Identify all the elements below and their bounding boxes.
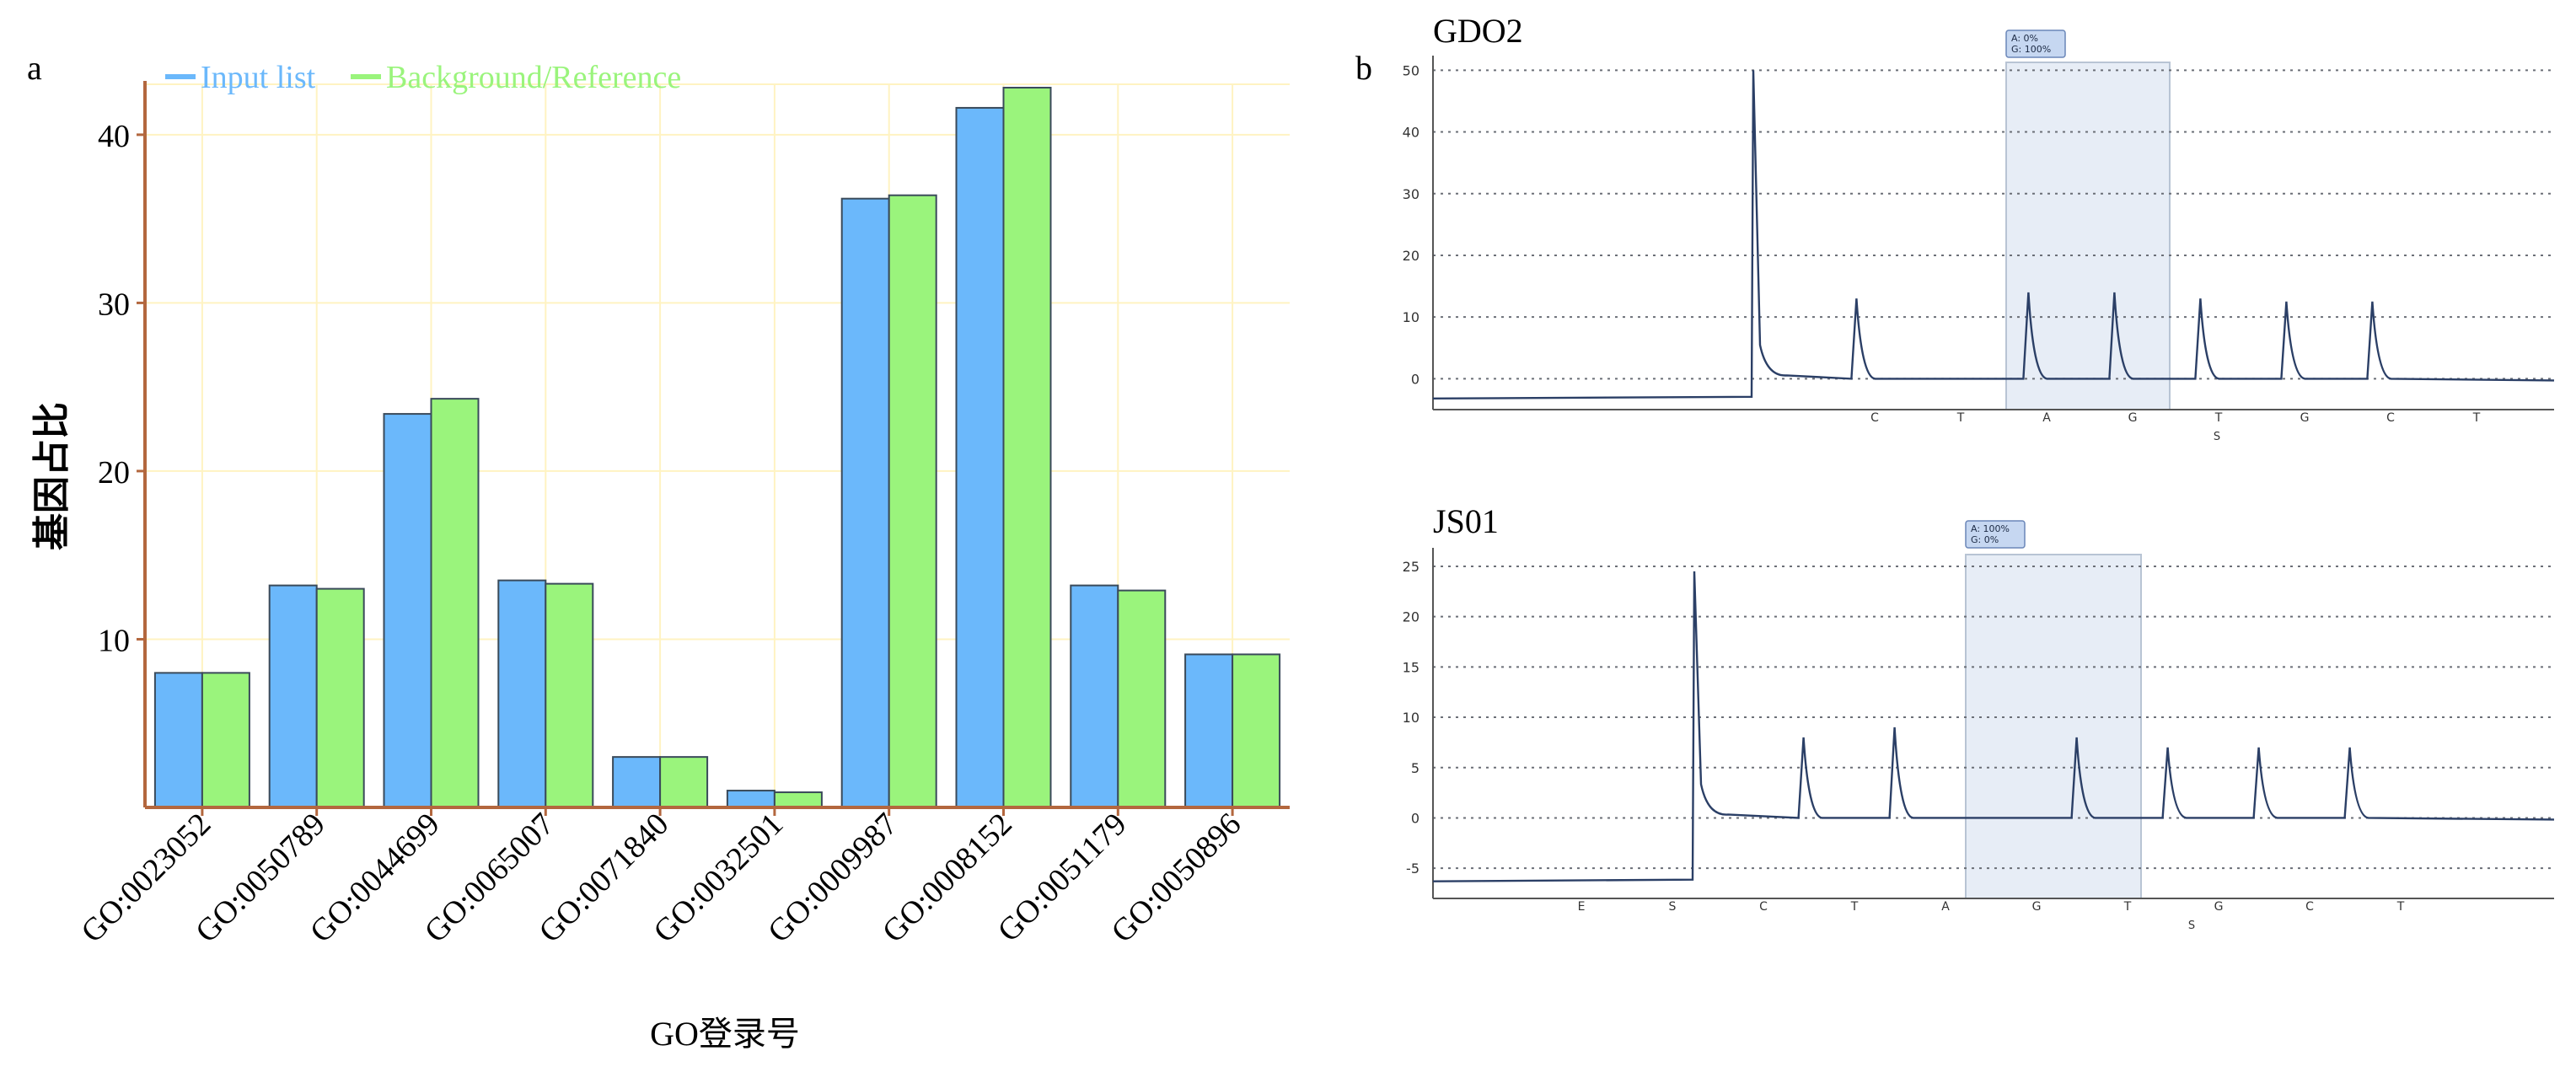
bar-input-list [955,106,1005,809]
legend-input-label: Input list [201,60,316,95]
dispensation-letter: T [1850,900,1859,914]
y-tick-label: 10 [1403,710,1419,726]
bar-background-reference [315,587,365,809]
dispensation-letter: T [2396,900,2405,914]
dispensation-letter: A [1941,900,1950,914]
dispensation-letter: S [1669,900,1677,914]
legend-reference-label: Background/Reference [386,60,681,95]
bar-background-reference [430,398,480,808]
bar-background-reference [1232,653,1281,809]
y-tick-labels: 10 20 30 40 [98,119,130,659]
trace-title-js01: JS01 [1433,502,1499,540]
dispensation-letter: G [2032,900,2042,914]
legend-reference-swatch [351,74,381,79]
bar-background-reference [659,756,709,808]
bar-input-list [612,756,662,808]
trace-title-gdo2: GDO2 [1433,12,1523,50]
dispensation-letter: A [2042,411,2051,425]
pyrogram-trace [1432,70,2555,400]
dispensation-letter: C [2386,411,2395,425]
pyrogram-trace [1432,571,2555,882]
bar-input-list [497,579,547,809]
bar-input-list [383,413,432,808]
dispensation-letter: C [1759,900,1768,914]
dispensation-letter: T [2123,900,2132,914]
allele-percentage-text: G: 0% [1971,534,1999,545]
y-tick-label: 20 [98,455,130,491]
bar-input-list [268,584,318,808]
bar-input-list [726,790,775,808]
y-axis-title: 基因占比 [31,402,72,550]
bar-background-reference [545,582,594,808]
highlight-region [2005,62,2171,410]
y-tick-label: 30 [98,287,130,322]
dispensation-letter: C [1870,411,1879,425]
y-tick-label: 0 [1411,810,1419,826]
bar-background-reference [1002,86,1052,808]
y-tick-label: 10 [98,623,130,658]
bar-background-reference [888,194,937,809]
bar-background-reference [773,791,823,809]
allele-percentage-text: A: 0% [2011,33,2038,44]
dispensation-letter: G [2214,900,2224,914]
dispensation-letter: G [2300,411,2310,425]
bar-input-list [840,197,890,808]
y-tick-label: -5 [1406,861,1419,877]
bar-background-reference [1117,589,1167,808]
legend: Input list Background/Reference [165,60,681,95]
dispensation-letter: T [2472,411,2481,425]
bar-input-list [153,672,203,808]
dispensation-sub-label: S [2214,431,2220,443]
allele-percentage-text: G: 100% [2011,44,2051,55]
y-tick-label: 40 [98,119,130,154]
x-tick-labels: GO:0023052GO:0050789GO:0044699GO:0065007… [74,807,1248,950]
y-tick-label: 50 [1403,62,1419,78]
y-tick-label: 25 [1403,559,1419,575]
panel-a-label: a [27,49,42,87]
y-tick-label: 30 [1403,186,1419,202]
y-tick-label: 0 [1411,371,1419,387]
allele-percentage-box [1965,520,2026,549]
x-axis-title: GO登录号 [650,1015,800,1053]
panel-b-label: b [1355,49,1372,87]
dispensation-letter: C [2305,900,2314,914]
y-tick-label: 15 [1403,659,1419,675]
y-tick-label: 20 [1403,609,1419,625]
bars [153,86,1281,809]
allele-percentage-text: A: 100% [1971,523,2010,534]
legend-input-swatch [165,74,196,79]
highlight-region [1965,554,2142,899]
bar-input-list [1184,653,1234,809]
dispensation-sub-label: S [2188,920,2195,932]
y-tick-label: 10 [1403,309,1419,325]
panel-a-bar-chart: a 10 20 30 40 GO:0023052GO:0050789GO:004469… [27,49,1290,1053]
axes [137,81,1290,816]
allele-percentage-box [2005,29,2066,58]
bar-input-list [1070,584,1119,808]
bar-background-reference [201,672,250,808]
y-tick-label: 40 [1403,125,1419,141]
pyrogram-js01: 25 20 15 10 5 0 -5 E S C T A G T G C T S A: 100%G: 0% [1403,520,2555,932]
y-tick-label: 5 [1411,760,1419,776]
dispensation-letter: G [2128,411,2138,425]
dispensation-letter: T [1956,411,1965,425]
dispensation-letter: T [2214,411,2223,425]
dispensation-letter: E [1578,900,1586,914]
y-tick-label: 20 [1403,248,1419,264]
